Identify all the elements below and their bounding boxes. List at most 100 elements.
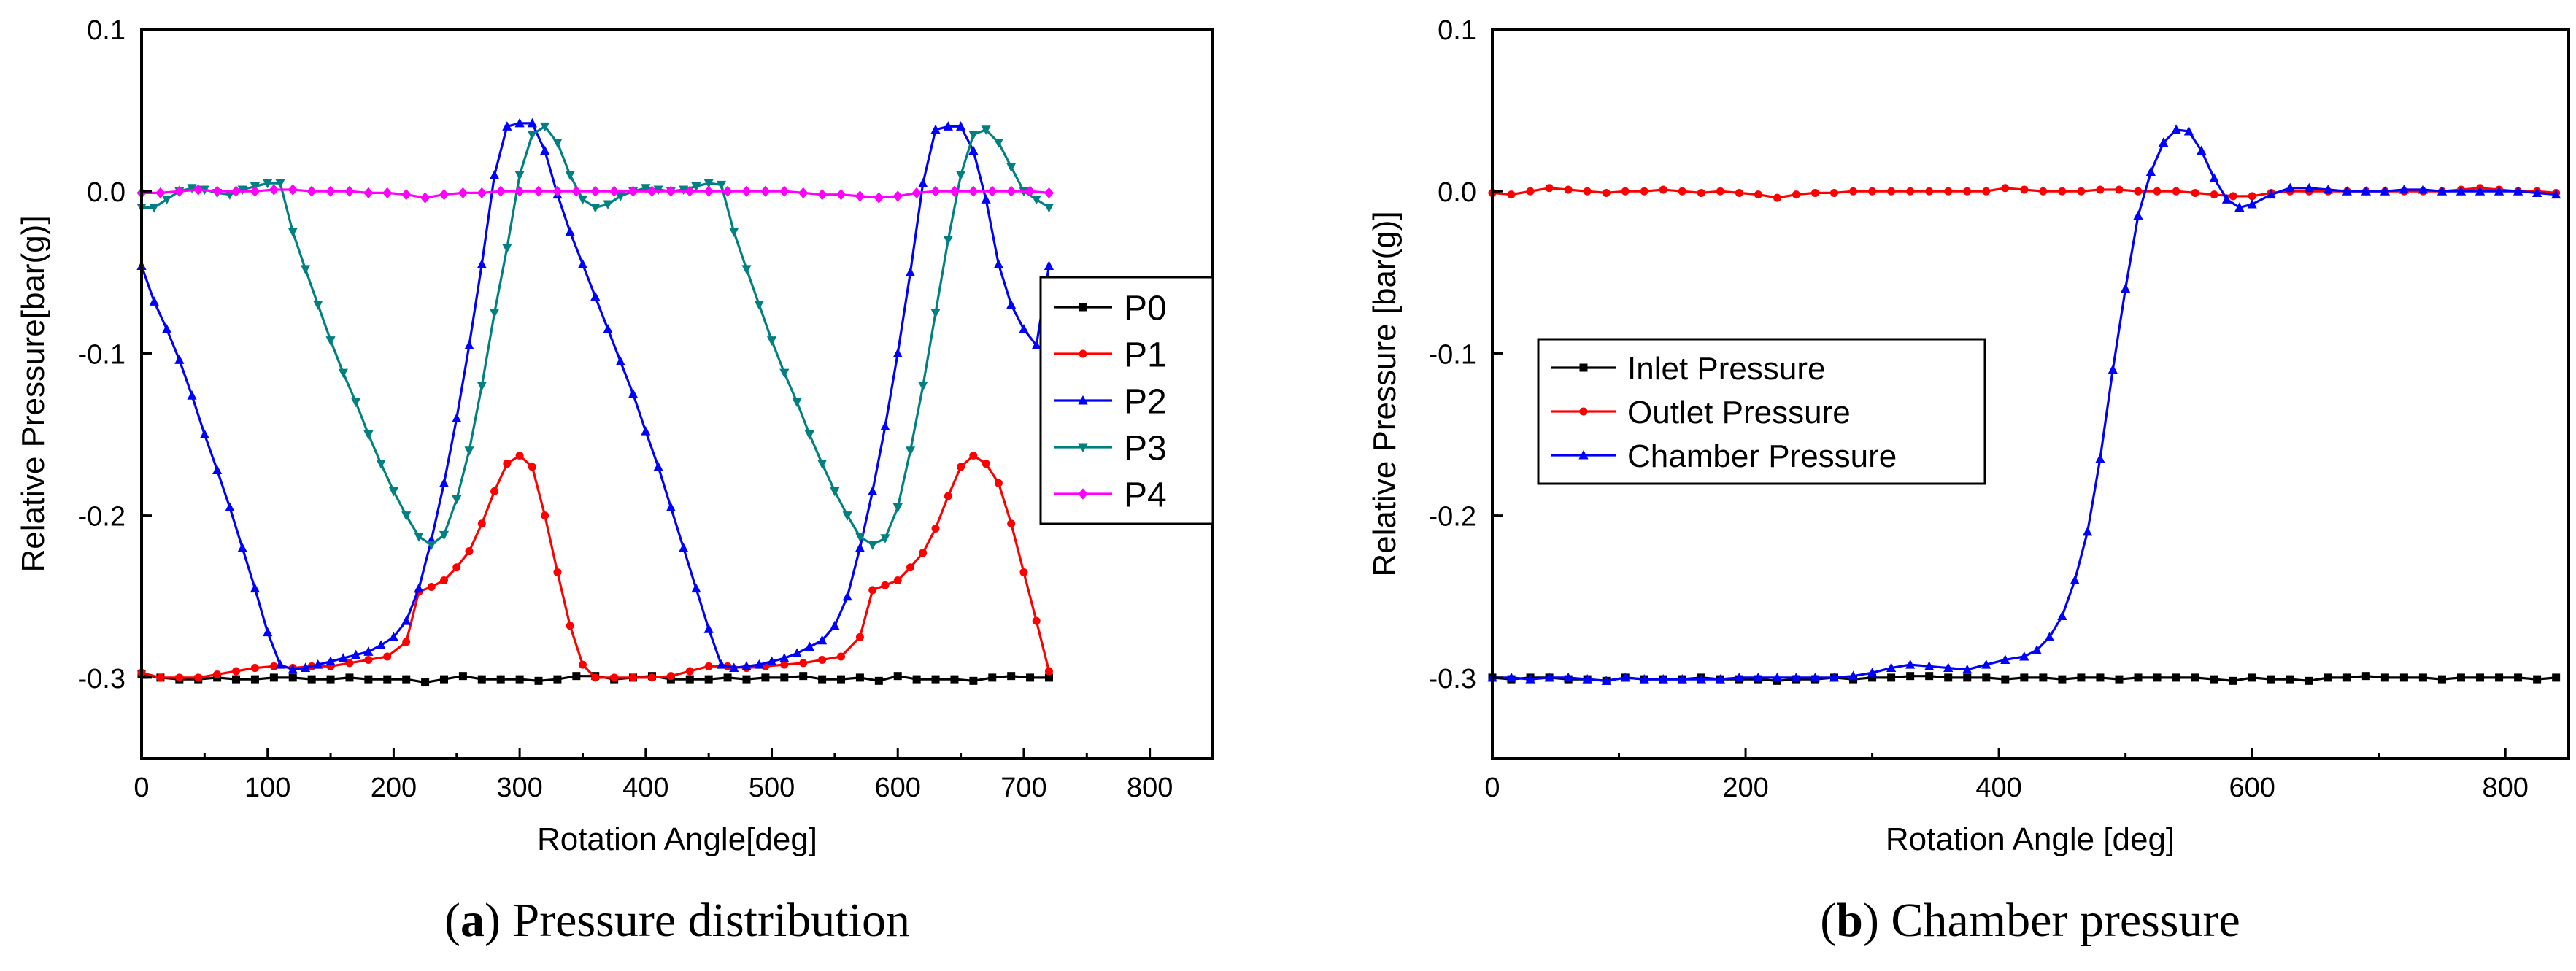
chart-b-series-1-point <box>1583 187 1592 196</box>
chart-a-series-1-point <box>477 519 486 528</box>
chart-b-series-0-point <box>2096 673 2105 682</box>
chart-b-caption-text: ) Chamber pressure <box>1863 894 2240 947</box>
chart-a-series-4-point <box>477 187 487 199</box>
chart-a-series-1-point <box>704 662 713 670</box>
chart-b-series-2-point <box>1525 673 1535 684</box>
chart-a-x-tick-label: 300 <box>496 773 542 803</box>
chart-a-series-1-point <box>1044 667 1053 676</box>
chart-b-x-tick-label: 0 <box>1484 773 1500 803</box>
chart-a-series-3-point <box>741 265 752 275</box>
chart-a-series-3-point <box>363 430 374 440</box>
chart-a-series-4-point <box>779 185 790 197</box>
chart-a-series-2-point <box>1044 260 1054 270</box>
chart-a-y-axis-label: Relative Pressure[bar(g)] <box>15 215 51 572</box>
chart-b-series-1-point <box>2134 187 2143 196</box>
chart-a-series-1-point <box>837 652 846 661</box>
chart-a-series-3-point <box>502 244 512 254</box>
chart-a-series-3-point <box>716 180 727 190</box>
chart-a-series-3-point <box>943 236 953 246</box>
chart-a-series-2-point <box>149 296 159 306</box>
chart-a-series-0-point <box>799 672 808 681</box>
chart-b-series-0-point <box>2457 673 2465 682</box>
chart-a-series-3-point <box>880 534 890 543</box>
chart-a-series-3-point <box>842 511 852 521</box>
chart-b-series-2-point <box>1848 670 1859 681</box>
chart-a-series-4-point <box>401 188 412 201</box>
chart-b-y-tick-label: -0.3 <box>1429 664 1476 695</box>
chart-a-series-3-point <box>288 228 298 237</box>
chart-a-series-4-point <box>458 187 468 199</box>
chart-a-series-4-point <box>344 185 355 197</box>
chart-a-series-2-point <box>918 177 928 187</box>
chart-a-series-0-point <box>704 675 713 684</box>
chart-a-series-0-point <box>534 676 543 685</box>
chart-a-series-2-point <box>363 646 374 656</box>
chart-a-series-2-point <box>817 635 828 645</box>
chart-a-series-1-point <box>250 664 259 673</box>
chart-b-series-2-point <box>2070 575 2080 585</box>
chart-b-series-1-point <box>1678 187 1686 196</box>
chart-a-series-2-point <box>880 421 890 430</box>
chart-a-series-3-point <box>401 511 412 521</box>
chart-a-series-2-point <box>313 659 323 669</box>
chart-b-series-2-point <box>2121 283 2131 293</box>
chart-b-y-tick-label: 0.1 <box>1438 15 1476 46</box>
chart-a-marks <box>136 117 1054 687</box>
chart-a-series-1-point <box>780 660 789 669</box>
chart-a-series-3-point <box>325 336 336 346</box>
chart-a-series-1-point <box>931 524 940 533</box>
chart-a-caption-open: ( <box>444 894 460 947</box>
chart-a-series-0-point <box>269 673 278 682</box>
chart-a-series-0-point <box>818 675 827 684</box>
chart-a-series-1-point <box>893 576 902 585</box>
chart-b-series-2-point <box>1867 668 1878 677</box>
chart-b-series-0-point <box>2134 673 2143 682</box>
chart-b-series-2-point <box>1943 662 1954 673</box>
chart-a-series-2-point <box>1031 340 1041 349</box>
chart-b-series-2-point <box>1677 673 1687 684</box>
chart-a-series-2-point <box>477 259 487 268</box>
chart-a-legend-marker-4 <box>1078 488 1088 500</box>
chart-b-series-2-point <box>2234 202 2245 212</box>
chart-b-series-2-point <box>1810 672 1821 682</box>
chart-a-series-4-point <box>609 185 620 197</box>
chart-a-series-0-point <box>893 672 902 681</box>
chart-b-series-0-point <box>2437 675 2446 684</box>
chart-b-series-2-point <box>2108 364 2118 374</box>
chart-a-series-4-point <box>514 185 525 197</box>
chart-b-series-2-point <box>2000 654 2010 664</box>
chart-a-series-4-point <box>1006 185 1017 197</box>
chart-a-series-1-point <box>919 549 928 557</box>
chart-a-series-3-point <box>187 184 197 193</box>
chart-a-series-1-point <box>944 492 952 500</box>
chart-a-series-3-point <box>691 182 701 192</box>
chart-a-series-2-point <box>968 145 979 155</box>
chart-b-series-2-point <box>1734 672 1744 682</box>
chart-b-series-2-point <box>2082 526 2093 536</box>
chart-a-legend: P0 P1 P2 P3 P4 <box>1039 276 1214 525</box>
chart-b-series-0-point <box>1963 673 1972 682</box>
chart-a-series-4-point <box>363 187 374 199</box>
chart-a-series-3-point <box>804 430 814 440</box>
chart-b-series-1-point <box>2248 192 2256 201</box>
chart-a-series-1-point <box>969 451 978 460</box>
chart-a-series-3-point <box>552 139 563 148</box>
chart-b-series-2-point <box>1582 673 1592 684</box>
chart-a-series-2-point <box>842 591 852 601</box>
chart-a-x-tick-label: 0 <box>134 773 149 803</box>
chart-a-caption: (a) Pressure distribution <box>444 894 910 947</box>
chart-b-series-0-point <box>2191 673 2199 682</box>
chart-a-series-2-point <box>489 169 500 179</box>
chart-a-series-3-point <box>703 179 714 189</box>
chart-a-series-4-point <box>1025 185 1036 197</box>
chart-b-series-0-point <box>2229 676 2237 685</box>
chart-b-series-1-point <box>2191 188 2199 197</box>
chart-b-legend-label-1: Outlet Pressure <box>1627 395 1851 430</box>
chart-b-series-2-point <box>2095 453 2105 463</box>
chart-b-series-2-point <box>2380 186 2390 196</box>
chart-a-y-tick-label: -0.3 <box>78 664 126 695</box>
chart-a-series-0-point <box>288 673 297 682</box>
chart-b-series-1-point <box>2077 187 2086 196</box>
chart-b-x-tick-label: 200 <box>1722 773 1768 803</box>
